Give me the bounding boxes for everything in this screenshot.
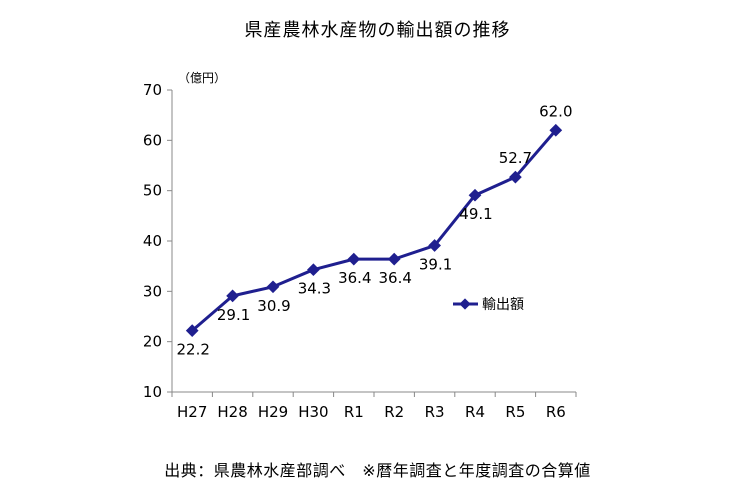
data-label: 36.4 bbox=[378, 269, 411, 287]
source-note: 出典：県農林水産部調べ ※暦年調査と年度調査の合算値 bbox=[164, 461, 591, 480]
data-point bbox=[226, 289, 239, 303]
y-tick-label: 70 bbox=[143, 81, 162, 99]
series-group bbox=[185, 123, 563, 337]
y-tick-label: 20 bbox=[143, 333, 162, 351]
series-line bbox=[191, 129, 557, 332]
legend: 輸出額 bbox=[453, 297, 524, 313]
y-tick-label: 40 bbox=[143, 232, 162, 250]
chart-title: 県産農林水産物の輸出額の推移 bbox=[244, 20, 511, 41]
data-label: 52.7 bbox=[499, 149, 532, 167]
legend-label: 輸出額 bbox=[482, 297, 524, 313]
data-label: 49.1 bbox=[459, 205, 492, 223]
x-tick-label: H30 bbox=[298, 403, 328, 421]
data-label: 62.0 bbox=[539, 102, 572, 120]
data-point bbox=[185, 324, 199, 337]
y-tick-group: 10 20 30 40 50 60 70 bbox=[143, 81, 172, 401]
data-label: 29.1 bbox=[217, 306, 250, 324]
data-label: 22.2 bbox=[176, 341, 209, 359]
y-tick-label: 30 bbox=[143, 282, 162, 300]
y-tick-label: 10 bbox=[143, 383, 162, 401]
y-tick-label: 60 bbox=[143, 131, 162, 149]
legend-marker bbox=[459, 298, 471, 310]
x-tick-label: H27 bbox=[177, 403, 207, 421]
data-point bbox=[266, 280, 280, 294]
data-label-group: 22.2 29.1 30.9 34.3 36.4 36.4 39.1 49.1 52.7 62.0 bbox=[176, 102, 572, 358]
y-tick-label: 50 bbox=[143, 182, 162, 200]
data-label: 30.9 bbox=[257, 297, 290, 315]
x-tick-label: H29 bbox=[258, 403, 288, 421]
data-label: 36.4 bbox=[338, 269, 371, 287]
x-tick-group: H27 H28 H29 H30 R1 R2 R3 R4 R5 R6 bbox=[171, 392, 577, 421]
data-point bbox=[387, 252, 401, 266]
data-point bbox=[347, 252, 361, 266]
x-tick-label: R2 bbox=[384, 403, 404, 421]
data-point bbox=[468, 188, 482, 202]
data-label: 34.3 bbox=[298, 280, 331, 298]
unit-label: （億円） bbox=[178, 71, 226, 85]
x-tick-label: R1 bbox=[344, 403, 364, 421]
x-tick-label: H28 bbox=[217, 403, 247, 421]
x-tick-label: R3 bbox=[425, 403, 445, 421]
x-tick-label: R6 bbox=[546, 403, 566, 421]
data-point bbox=[509, 170, 522, 184]
data-point bbox=[307, 263, 320, 277]
data-label: 39.1 bbox=[419, 256, 452, 274]
data-point bbox=[428, 239, 441, 252]
x-tick-label: R5 bbox=[505, 403, 525, 421]
x-tick-label: R4 bbox=[465, 403, 485, 421]
